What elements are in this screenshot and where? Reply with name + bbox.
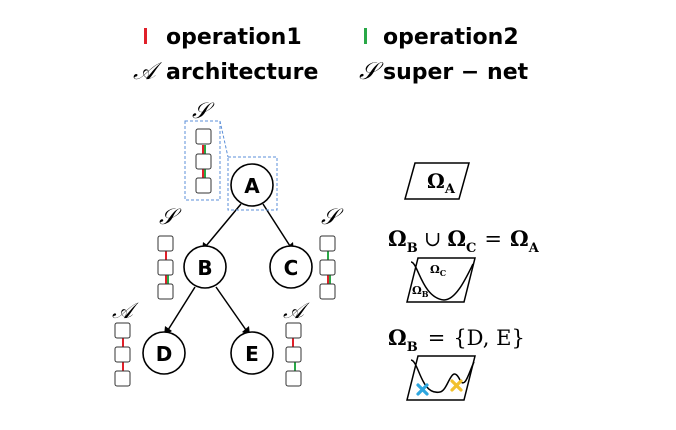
region-c-label: ΩC: [430, 263, 446, 278]
node-a-label: A: [244, 174, 260, 198]
stack-supernet-top: 𝒮: [192, 99, 215, 194]
omega-a-panel: ΩA: [404, 162, 470, 200]
stack-connector-top-3: [204, 145, 206, 154]
stack-box: [157, 235, 174, 252]
op2-swatch: [364, 28, 367, 44]
omega-a-label: ΩA: [427, 169, 456, 197]
stack-connector-left-2: [165, 275, 167, 284]
architecture-label: architecture: [166, 60, 318, 85]
set-equation: ΩB = {D, E}: [388, 325, 525, 355]
supernet-label: super − net: [383, 60, 529, 85]
union-equation: ΩB ∪ ΩC = ΩA: [388, 226, 540, 256]
edge-b-e: [215, 286, 247, 331]
stack-connector-top-4: [204, 169, 206, 178]
node-c-label: C: [284, 256, 299, 280]
architecture-symbol-right: 𝒜: [283, 299, 310, 324]
stack-box: [195, 177, 212, 194]
node-e: E: [230, 331, 274, 375]
stack-box: [319, 235, 336, 252]
stack-box: [195, 153, 212, 170]
stack-connector-archright-2: [294, 362, 296, 371]
architecture-symbol: 𝒜: [133, 57, 163, 85]
selection-curve: [410, 359, 475, 393]
stack-connector-right-2: [327, 275, 329, 284]
node-d: D: [142, 331, 186, 375]
edge-b-d: [167, 286, 196, 331]
node-b: B: [183, 245, 227, 289]
node-b-label: B: [197, 256, 212, 280]
node-e-label: E: [245, 342, 259, 366]
yellow-cross-icon: [450, 379, 463, 392]
stack-supernet-right: 𝒮: [319, 205, 344, 300]
stack-box: [319, 259, 336, 276]
edge-a-c: [262, 203, 291, 247]
architecture-symbol-left: 𝒜: [112, 299, 139, 324]
stack-connector-archright-1: [292, 338, 294, 347]
stack-box: [157, 259, 174, 276]
supernet-zoom: [184, 120, 278, 211]
selection-diagram: [406, 355, 476, 401]
node-d-label: D: [156, 342, 173, 366]
loss-curve: [410, 261, 474, 301]
legend: operation1 operation2 𝒜 architecture 𝒮 s…: [133, 25, 529, 85]
stack-supernet-left: 𝒮: [157, 205, 182, 300]
supernet-zoom-box: [184, 120, 221, 201]
op1-swatch: [144, 28, 147, 44]
node-a-zoom-box: [227, 156, 278, 211]
stack-box: [114, 370, 131, 387]
supernet-symbol: 𝒮: [359, 57, 384, 85]
stack-box: [114, 322, 131, 339]
stack-connector-top-2: [202, 169, 204, 178]
regions-diagram: ΩC ΩB: [406, 257, 476, 303]
stack-connector-archleft-1: [122, 338, 124, 347]
op1-label: operation1: [166, 25, 302, 50]
node-a: A: [230, 163, 274, 207]
op2-label: operation2: [383, 25, 519, 50]
stack-box: [285, 346, 302, 363]
blue-cross-icon: [416, 383, 429, 396]
stack-connector-right-3: [329, 275, 331, 284]
stack-box: [319, 283, 336, 300]
stack-box: [195, 128, 212, 145]
node-c: C: [269, 245, 313, 289]
omega-a-parallelogram: [404, 162, 470, 200]
stack-connector-left-1: [165, 251, 167, 260]
stack-box: [157, 283, 174, 300]
zoom-connector: [219, 120, 229, 158]
stack-box: [114, 346, 131, 363]
stack-connector-right-1: [327, 251, 329, 260]
stack-connector-top-1: [202, 145, 204, 154]
stack-connector-left-3: [167, 275, 169, 284]
region-b-label: ΩB: [412, 284, 429, 299]
stack-box: [285, 322, 302, 339]
stack-architecture-right: 𝒜: [283, 299, 310, 387]
stack-connector-archleft-2: [122, 362, 124, 371]
stack-architecture-left: 𝒜: [112, 299, 139, 387]
stack-box: [285, 370, 302, 387]
supernet-symbol-right: 𝒮: [321, 205, 344, 230]
edge-a-b: [205, 203, 242, 247]
supernet-symbol-top: 𝒮: [192, 99, 215, 124]
supernet-symbol-left: 𝒮: [159, 205, 182, 230]
